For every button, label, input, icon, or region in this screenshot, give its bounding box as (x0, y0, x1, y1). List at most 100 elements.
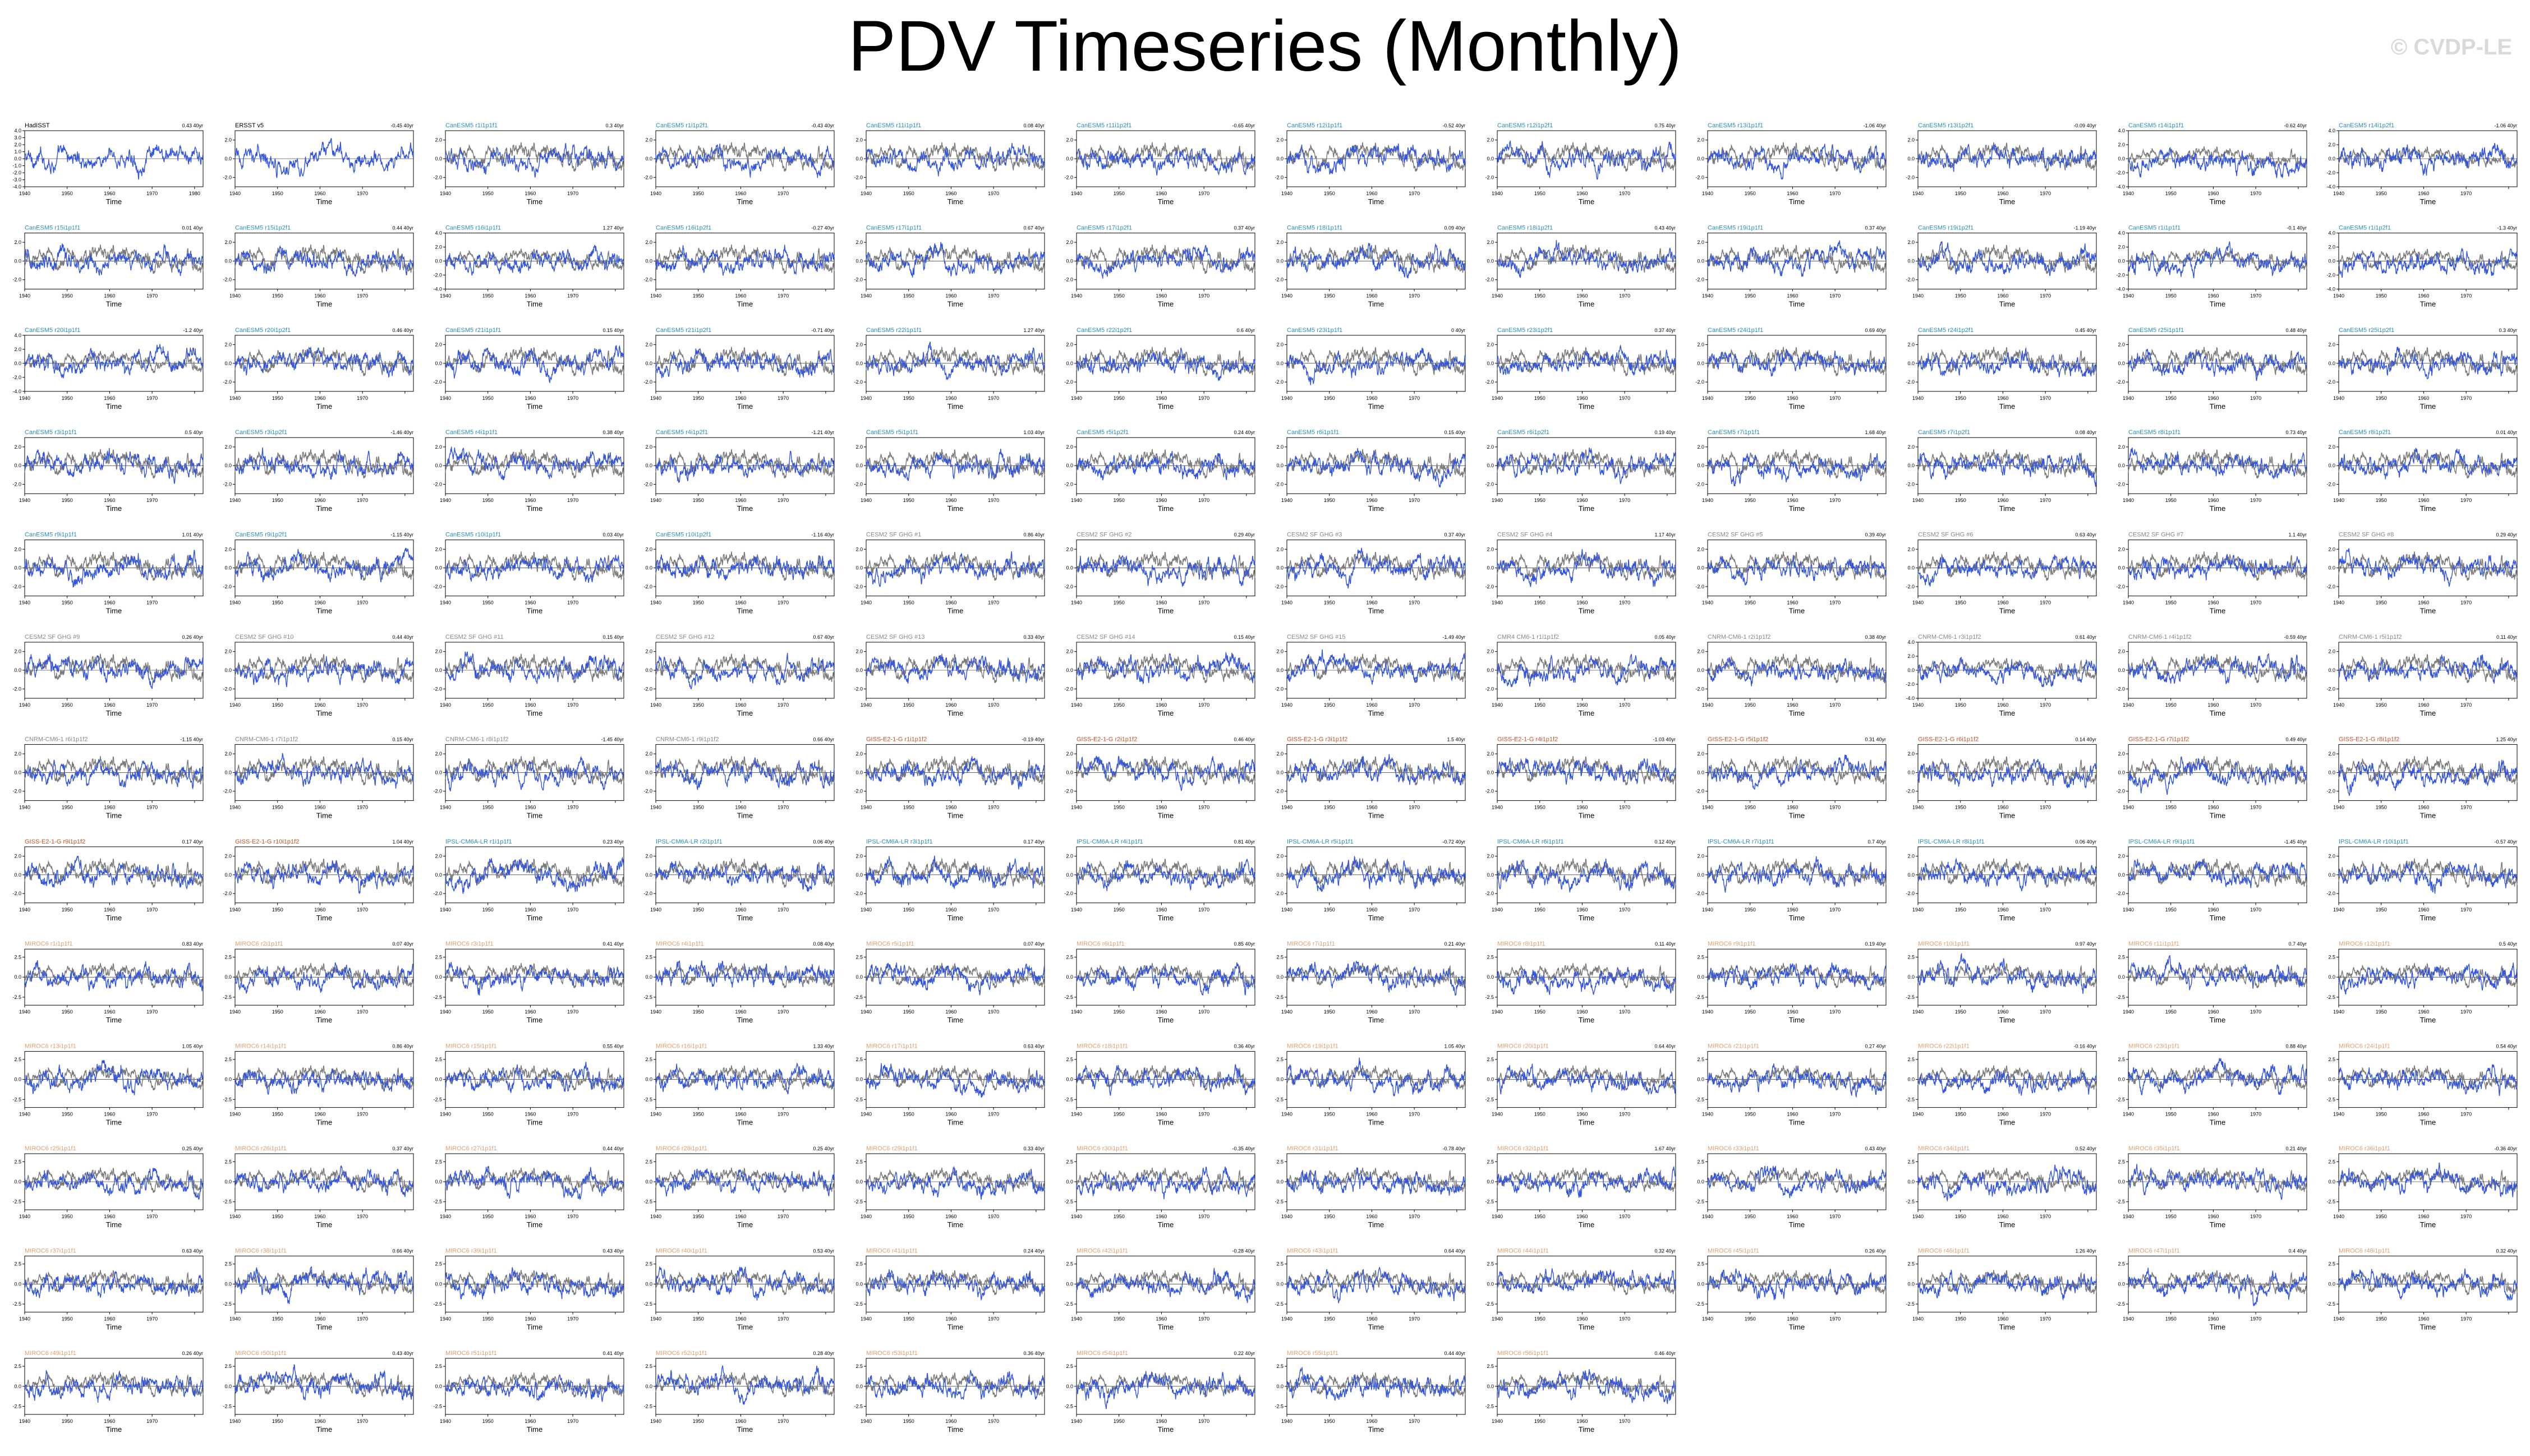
x-axis-label: Time (1579, 402, 1594, 411)
y-tick-label: 2.5 (14, 954, 21, 960)
y-tick-label: 2.5 (2328, 1261, 2335, 1267)
x-tick-label: 1970 (146, 1418, 158, 1424)
y-tick-label: 0.0 (2118, 565, 2125, 571)
x-tick-label: 1970 (1409, 1009, 1420, 1015)
panel-label: MIROC6 r24i1p1f1 (2339, 1043, 2390, 1050)
trend-label: 0.46 40yr (392, 328, 413, 333)
y-tick-label: -2.0 (12, 375, 21, 380)
obs-series-line (1707, 347, 1887, 376)
trend-label: 0.22 40yr (1234, 1351, 1255, 1356)
panel-label: MIROC6 r20i1p1f1 (1497, 1043, 1549, 1050)
y-tick-label: -2.0 (2326, 272, 2335, 278)
y-tick-label: -2.5 (1275, 1404, 1284, 1409)
panel-label: CanESM5 r19i1p2f1 (1918, 224, 1974, 231)
x-tick-label: 1970 (2460, 1316, 2472, 1321)
obs-series-line (445, 755, 624, 786)
x-axis-label: Time (106, 504, 122, 513)
x-axis-label: Time (1158, 1425, 1174, 1434)
y-tick-label: 4.0 (1907, 639, 1915, 645)
x-tick-label: 1970 (567, 1112, 578, 1117)
x-tick-label: 1940 (229, 395, 241, 401)
y-tick-label: 4.0 (2118, 230, 2125, 236)
x-axis-label: Time (527, 1323, 542, 1331)
x-tick-label: 1940 (861, 804, 872, 810)
panel-label: HadISST (25, 122, 50, 129)
x-axis-label: Time (316, 504, 332, 513)
x-axis-label: Time (1789, 197, 1805, 206)
x-tick-label: 1950 (1745, 1316, 1756, 1321)
x-tick-label: 1950 (2165, 702, 2177, 708)
model-series-line (1286, 1167, 1466, 1196)
trend-label: 1.04 40yr (392, 839, 413, 845)
y-tick-label: 0.0 (855, 1384, 863, 1389)
y-tick-label: 0.0 (1487, 1281, 1494, 1287)
y-tick-label: 0.0 (855, 565, 863, 571)
y-tick-label: 0.0 (14, 1281, 21, 1287)
panel-label: MIROC6 r32i1p1f1 (1497, 1145, 1549, 1152)
trend-label: -0.45 40yr (390, 123, 413, 128)
y-tick-label: 2.0 (1697, 137, 1704, 143)
model-series-line (234, 753, 414, 789)
obs-series-line (24, 1270, 204, 1296)
x-tick-label: 1950 (272, 395, 283, 401)
x-tick-label: 1970 (2250, 907, 2261, 913)
x-tick-label: 1970 (1198, 600, 1209, 606)
subplot: CanESM5 r13i1p1f1 -1.06 40yr-2.00.02.0194… (1695, 122, 1887, 206)
x-tick-label: 1960 (525, 804, 536, 810)
x-tick-label: 1950 (2165, 191, 2177, 196)
y-tick-label: -2.0 (854, 686, 863, 692)
y-tick-label: -2.0 (1485, 891, 1494, 896)
panel-label: CanESM5 r12i1p1f1 (1287, 122, 1342, 129)
trend-label: 0.08 40yr (813, 941, 834, 947)
x-tick-label: 1940 (1912, 600, 1924, 606)
obs-series-line (1497, 755, 1676, 786)
x-tick-label: 1970 (778, 600, 789, 606)
trend-label: 0.08 40yr (1023, 123, 1045, 128)
model-series-line (1497, 859, 1676, 893)
trend-label: 0.21 40yr (2285, 1146, 2307, 1151)
x-tick-label: 1950 (1324, 191, 1335, 196)
y-tick-label: -2.0 (1275, 482, 1284, 487)
x-tick-label: 1960 (104, 804, 115, 810)
x-tick-label: 1950 (1324, 1009, 1335, 1015)
y-tick-label: -2.5 (1485, 1404, 1494, 1409)
x-tick-label: 1960 (2418, 804, 2429, 810)
model-series-line (1917, 1069, 2097, 1096)
x-axis-label: Time (527, 197, 542, 206)
obs-series-line (24, 653, 204, 684)
trend-label: 0.43 40yr (602, 1248, 624, 1254)
x-axis-label: Time (316, 1425, 332, 1434)
x-axis-label: Time (1368, 607, 1384, 615)
x-tick-label: 1970 (1619, 191, 1630, 196)
x-tick-label: 1960 (104, 497, 115, 503)
x-tick-label: 1950 (2165, 907, 2177, 913)
y-tick-label: -2.0 (2116, 482, 2125, 487)
trend-label: 0.97 40yr (2075, 941, 2096, 947)
model-series-line (655, 450, 835, 483)
panel-label: CanESM5 r22i1p1f1 (866, 327, 922, 334)
trend-label: 0.49 40yr (2285, 736, 2307, 742)
x-tick-label: 1950 (903, 1112, 914, 1117)
y-tick-label: 0.0 (1487, 872, 1494, 878)
y-tick-label: 2.0 (1276, 239, 1284, 245)
trend-label: 0.43 40yr (182, 123, 203, 128)
y-tick-label: -2.0 (854, 789, 863, 794)
x-tick-label: 1970 (1198, 1214, 1209, 1219)
x-tick-label: 1940 (1071, 1009, 1082, 1015)
panel-label: CanESM5 r10i1p1f1 (445, 532, 501, 538)
y-tick-label: -2.0 (643, 174, 652, 180)
obs-series-line (2338, 248, 2518, 271)
y-tick-label: 2.0 (224, 239, 232, 245)
x-tick-label: 1940 (1071, 907, 1082, 913)
x-tick-label: 1950 (272, 1112, 283, 1117)
x-tick-label: 1940 (1912, 497, 1924, 503)
x-tick-label: 1950 (1534, 702, 1545, 708)
x-tick-label: 1960 (1997, 497, 2008, 503)
x-tick-label: 1970 (2250, 1112, 2261, 1117)
x-tick-label: 1940 (861, 1009, 872, 1015)
